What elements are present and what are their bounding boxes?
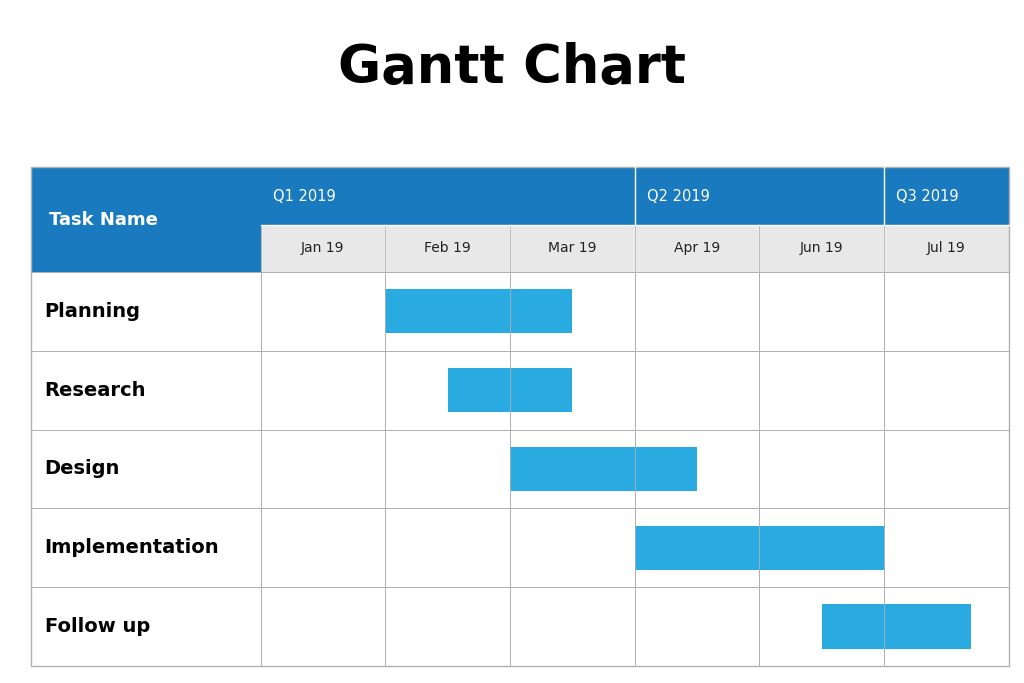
Bar	[385, 351, 510, 430]
Text: Research: Research	[44, 380, 146, 400]
Bar	[385, 430, 510, 508]
Text: Jul 19: Jul 19	[927, 241, 966, 255]
Bar	[884, 272, 1009, 351]
Bar	[385, 225, 510, 272]
Bar	[635, 430, 759, 508]
Text: Q2 2019: Q2 2019	[647, 189, 710, 204]
Bar	[447, 368, 572, 413]
Bar	[884, 225, 1009, 272]
Bar	[884, 508, 1009, 587]
Bar	[510, 351, 635, 430]
Bar	[31, 587, 260, 666]
Bar	[385, 272, 510, 351]
Bar	[759, 225, 884, 272]
Bar	[31, 272, 260, 351]
Bar	[31, 167, 1009, 666]
Bar	[884, 351, 1009, 430]
Bar	[385, 290, 572, 333]
Bar	[31, 167, 260, 272]
Bar	[260, 167, 635, 225]
Bar	[260, 351, 385, 430]
Bar	[260, 508, 385, 587]
Text: Apr 19: Apr 19	[674, 241, 720, 255]
Bar	[510, 587, 635, 666]
Bar	[260, 272, 385, 351]
Text: Q3 2019: Q3 2019	[896, 189, 959, 204]
Text: Mar 19: Mar 19	[548, 241, 597, 255]
Bar	[759, 587, 884, 666]
Bar	[31, 351, 260, 430]
Bar	[385, 587, 510, 666]
Bar	[260, 225, 385, 272]
Text: Q1 2019: Q1 2019	[273, 189, 336, 204]
Text: Planning: Planning	[44, 302, 140, 321]
Bar	[759, 351, 884, 430]
Bar	[31, 430, 260, 508]
Bar	[510, 430, 635, 508]
Bar	[510, 225, 635, 272]
Bar	[510, 508, 635, 587]
Bar	[260, 430, 385, 508]
Text: Design: Design	[44, 460, 120, 479]
Bar	[884, 167, 1009, 225]
Bar	[759, 508, 884, 587]
Bar	[510, 447, 697, 491]
Text: Implementation: Implementation	[44, 538, 219, 557]
Text: Follow up: Follow up	[44, 617, 150, 636]
Text: Task Name: Task Name	[49, 210, 158, 229]
Bar	[884, 430, 1009, 508]
Text: Gantt Chart: Gantt Chart	[338, 42, 686, 94]
Bar	[759, 430, 884, 508]
Bar	[635, 272, 759, 351]
Text: Jun 19: Jun 19	[800, 241, 844, 255]
Bar	[385, 508, 510, 587]
Text: Jan 19: Jan 19	[301, 241, 345, 255]
Bar	[635, 587, 759, 666]
Bar	[510, 272, 635, 351]
Bar	[260, 587, 385, 666]
Bar	[31, 508, 260, 587]
Text: Feb 19: Feb 19	[424, 241, 471, 255]
Bar	[635, 351, 759, 430]
Bar	[821, 604, 971, 649]
Bar	[635, 526, 884, 570]
Bar	[635, 508, 759, 587]
Bar	[884, 587, 1009, 666]
Bar	[635, 167, 884, 225]
Bar	[635, 225, 759, 272]
Bar	[759, 272, 884, 351]
